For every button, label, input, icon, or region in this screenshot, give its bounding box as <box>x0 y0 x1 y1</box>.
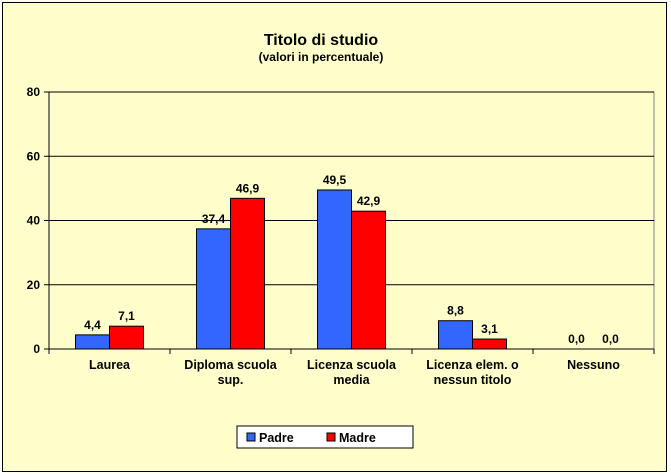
chart-subtitle: (valori in percentuale) <box>259 50 384 64</box>
x-tick-label: Diploma scuola sup. <box>184 358 277 387</box>
x-tick-label: Nessuno <box>567 358 620 372</box>
legend-swatch-madre <box>326 432 336 442</box>
bar-padre <box>75 334 110 350</box>
x-tick-label-line: sup. <box>218 373 244 387</box>
data-label: 49,5 <box>323 173 347 187</box>
bar-madre <box>109 325 144 350</box>
chart-svg: Titolo di studio (valori in percentuale)… <box>27 32 655 449</box>
y-tick-label: 60 <box>27 149 41 163</box>
y-tick-label: 40 <box>27 214 41 228</box>
legend-swatch-padre <box>246 432 256 442</box>
bar-madre <box>230 197 265 350</box>
legend-label-madre: Madre <box>339 431 376 445</box>
data-label: 7,1 <box>118 309 135 323</box>
legend-label-padre: Padre <box>259 431 294 445</box>
x-tick-label: Laurea <box>89 358 131 372</box>
data-label: 8,8 <box>447 304 464 318</box>
x-tick-label-line: nessun titolo <box>434 373 512 387</box>
y-tick-label: 80 <box>27 85 41 99</box>
bar-padre <box>196 228 231 350</box>
x-tick-label: Licenza scuola media <box>307 358 397 387</box>
x-tick-label-line: media <box>333 373 370 387</box>
data-label: 37,4 <box>202 212 226 226</box>
data-label: 0,0 <box>602 332 619 346</box>
x-tick-label-line: Diploma scuola <box>184 358 277 372</box>
data-label: 46,9 <box>236 181 260 195</box>
y-tick-label: 20 <box>27 278 41 292</box>
data-label: 42,9 <box>357 194 381 208</box>
data-label: 0,0 <box>568 332 585 346</box>
bar-madre <box>351 210 386 350</box>
bar-madre <box>472 338 507 350</box>
x-tick-label-line: Laurea <box>89 358 131 372</box>
chart-frame: Titolo di studio (valori in percentuale)… <box>2 2 667 472</box>
data-label: 4,4 <box>84 318 101 332</box>
chart-title: Titolo di studio <box>264 32 379 49</box>
bar-padre <box>438 320 473 350</box>
x-tick-label-line: Licenza scuola <box>307 358 397 372</box>
x-tick-label-line: Nessuno <box>567 358 620 372</box>
y-tick-label: 0 <box>33 342 40 356</box>
bar-padre <box>317 189 352 350</box>
legend-box <box>236 425 414 449</box>
x-tick-label-line: Licenza elem. o <box>426 358 519 372</box>
data-label: 3,1 <box>481 322 498 336</box>
x-tick-label: Licenza elem. o nessun titolo <box>426 358 519 387</box>
